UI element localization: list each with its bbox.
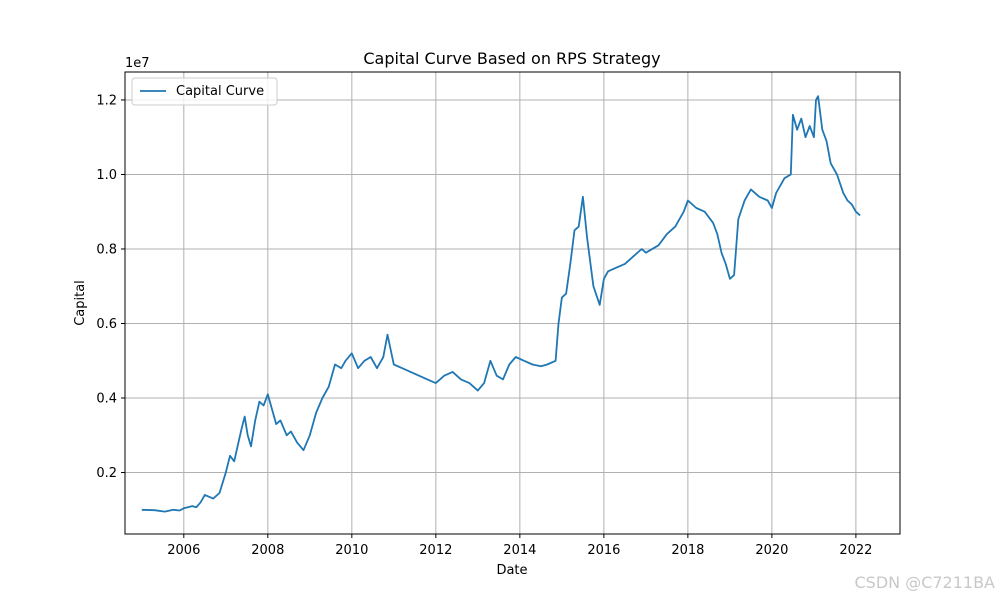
x-tick-label: 2012 [419, 543, 452, 558]
x-tick-label: 2018 [671, 543, 704, 558]
legend-box [131, 77, 278, 106]
x-tick-label: 2010 [335, 543, 368, 558]
y-tick-label: 0.4 [96, 392, 117, 407]
y-tick-label: 0.6 [96, 317, 117, 332]
x-tick-label: 2008 [251, 543, 284, 558]
y-offset-text: 1e7 [125, 56, 150, 71]
plot-area-frame [124, 71, 901, 535]
capital-curve-line [141, 95, 861, 513]
y-tick-label: 0.2 [96, 466, 117, 481]
x-grid [183, 72, 857, 534]
y-tick-label: 1.2 [96, 93, 117, 108]
y-axis-ticks: 0.2 0.4 0.6 0.8 1.0 1.2 [96, 93, 125, 481]
y-tick-label: 1.0 [96, 168, 117, 183]
x-tick-label: 2016 [587, 543, 620, 558]
x-tick-label: 2006 [167, 543, 200, 558]
legend-label: Capital Curve [176, 84, 264, 99]
y-grid [125, 99, 900, 474]
legend: Capital Curve [131, 77, 278, 106]
y-tick-label: 0.8 [96, 242, 117, 257]
chart-title: Capital Curve Based on RPS Strategy [363, 49, 660, 68]
x-tick-label: 2020 [755, 543, 788, 558]
x-tick-label: 2022 [839, 543, 872, 558]
y-axis-label: Capital [73, 280, 88, 326]
watermark: CSDN @C7211BA [854, 573, 995, 592]
x-axis-label: Date [496, 563, 527, 578]
x-axis-ticks: 2006 2008 2010 2012 2014 2016 2018 2020 2022 [167, 534, 872, 558]
x-tick-label: 2014 [503, 543, 536, 558]
